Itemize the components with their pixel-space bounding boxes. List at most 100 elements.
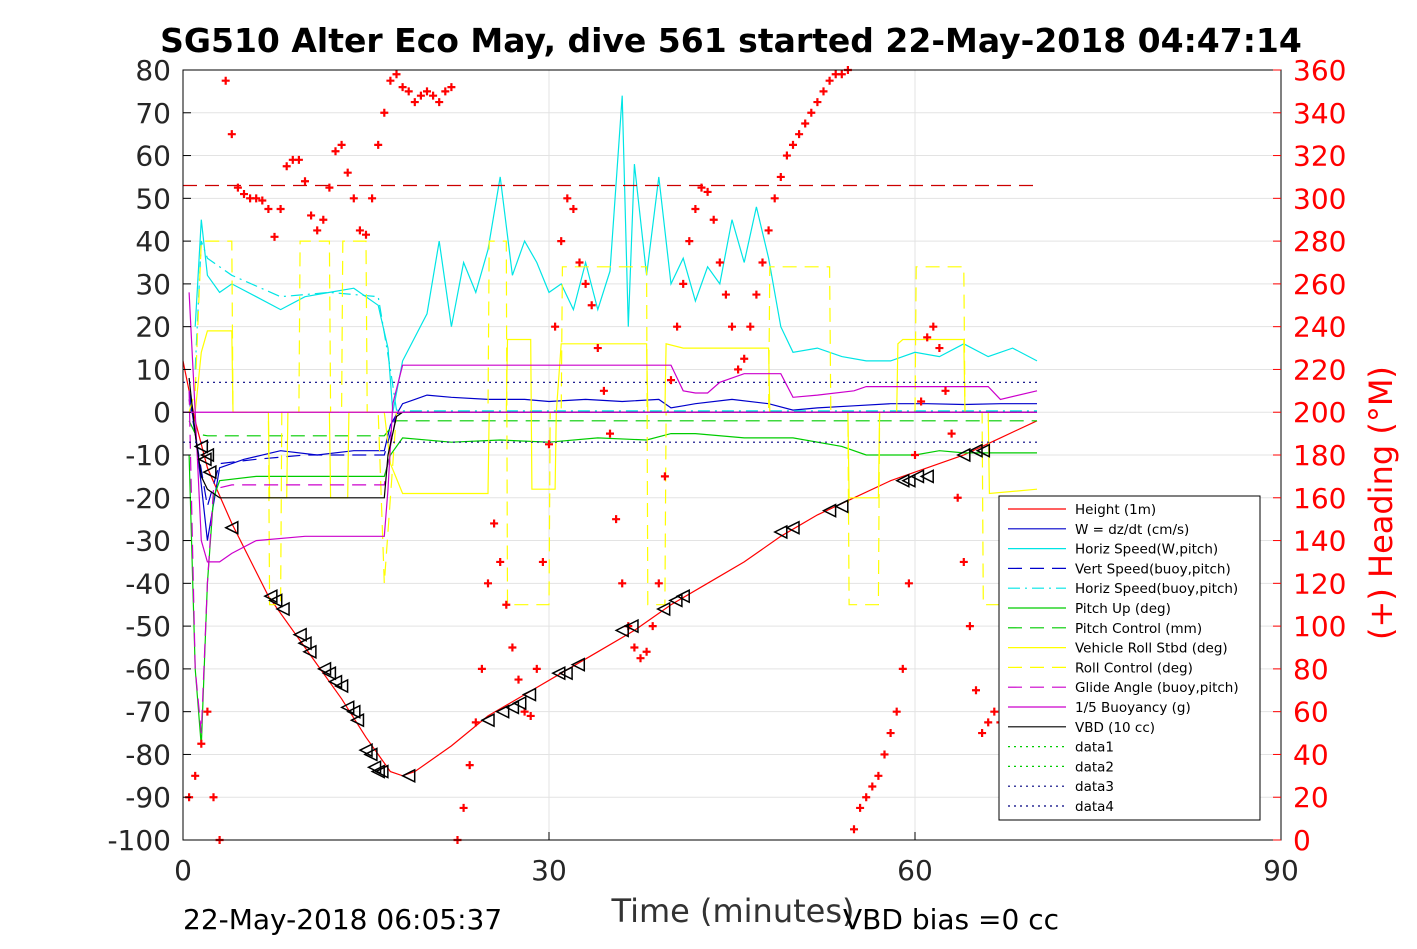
series-line [188,420,1037,437]
glider-marker [614,623,629,638]
glider-marker [224,520,239,535]
heading-point [514,675,523,684]
heading-point [862,793,871,802]
right-tick-label: 160 [1293,482,1346,515]
heading-point [697,183,706,192]
heading-point [917,397,926,406]
right-axis-label: (+) Heading (°M) [1362,366,1400,640]
y-tick-label: -50 [125,610,171,643]
heading-point [465,761,474,770]
glider-marker [401,768,416,784]
heading-point [874,771,883,780]
heading-point [471,718,480,727]
legend-box [998,495,1261,821]
heading-point [642,647,651,656]
heading-point [850,825,858,834]
heading-point [947,429,956,438]
legend-entry: data1 [1075,740,1114,756]
series-line [188,433,1037,746]
glider-marker [909,469,925,484]
y-tick-label: 50 [135,182,171,215]
glider-marker [494,704,510,719]
heading-point [837,70,846,79]
heading-point [319,215,328,224]
heading-point [349,194,358,203]
glider-marker [834,499,849,514]
right-tick-label: 200 [1293,396,1346,429]
right-tick-label: 180 [1293,439,1346,472]
heading-point [362,230,370,239]
heading-point [606,429,614,438]
glider-marker [349,713,365,728]
heading-point [435,98,444,107]
glider-marker [374,764,389,779]
heading-point [209,793,218,802]
heading-point [892,707,901,716]
heading-point [545,440,553,449]
heading-point [654,579,663,588]
heading-point [752,290,761,299]
right-tick-label: 360 [1293,54,1346,87]
heading-point [368,194,377,203]
heading-point [581,279,590,288]
right-tick-label: 100 [1293,610,1346,643]
y-tick-label: -10 [125,439,171,472]
series-lines [182,95,1038,777]
heading-point [410,98,419,107]
x-tick-label: 60 [897,854,933,887]
heading-point [526,711,535,720]
heading-point [868,782,877,791]
heading-point [343,168,352,177]
glider-marker [275,601,290,617]
glider-marker [773,524,788,540]
series-line [188,292,1038,563]
legend-entry: Horiz Speed(buoy,pitch) [1075,581,1238,597]
right-tick-label: 60 [1293,696,1329,729]
right-tick-label: 220 [1293,353,1346,386]
legend-entry: Horiz Speed(W,pitch) [1075,542,1218,558]
heading-point [282,162,291,171]
heading-point [227,130,236,139]
heading-point [898,664,907,673]
heading-point [612,515,621,524]
y-tick-label: -90 [125,781,171,814]
heading-point [728,322,736,331]
glider-marker [302,644,317,659]
heading-point [673,322,682,331]
legend-entry: data2 [1075,759,1114,775]
heading-point [740,354,749,363]
heading-point [929,322,938,331]
heading-point [941,386,950,395]
series-line [194,95,1038,413]
heading-point [221,76,230,85]
heading-point [447,83,456,92]
series-line [188,240,1037,606]
glider-marker [558,665,573,681]
right-tick-label: 80 [1293,653,1329,686]
heading-point [978,729,987,738]
glider-marker [480,713,495,728]
x-tick-label: 30 [531,854,567,887]
heading-point [807,108,816,117]
heading-point [965,622,974,631]
heading-point [715,258,724,267]
glider-marker [821,503,837,518]
heading-point [935,344,944,353]
heading-point [593,344,602,353]
legend-entry: VBD (10 cc) [1075,720,1155,736]
heading-point [667,376,675,385]
glider-marker [193,439,209,454]
heading-point [240,190,248,199]
heading-point [355,226,364,235]
glider-marker [551,665,566,681]
legend-entry: Pitch Control (mm) [1075,621,1202,637]
glider-marker [370,764,385,779]
heading-point [307,211,316,220]
heading-point [776,172,785,181]
axes: 0 30 60 9080706050403020100-10-20-30-40-50-… [107,54,1346,887]
heading-point [197,739,206,748]
right-tick-label: 300 [1293,182,1346,215]
glider-marker [199,447,215,463]
glider-marker [919,469,934,484]
x-tick-label: 90 [1263,854,1299,887]
